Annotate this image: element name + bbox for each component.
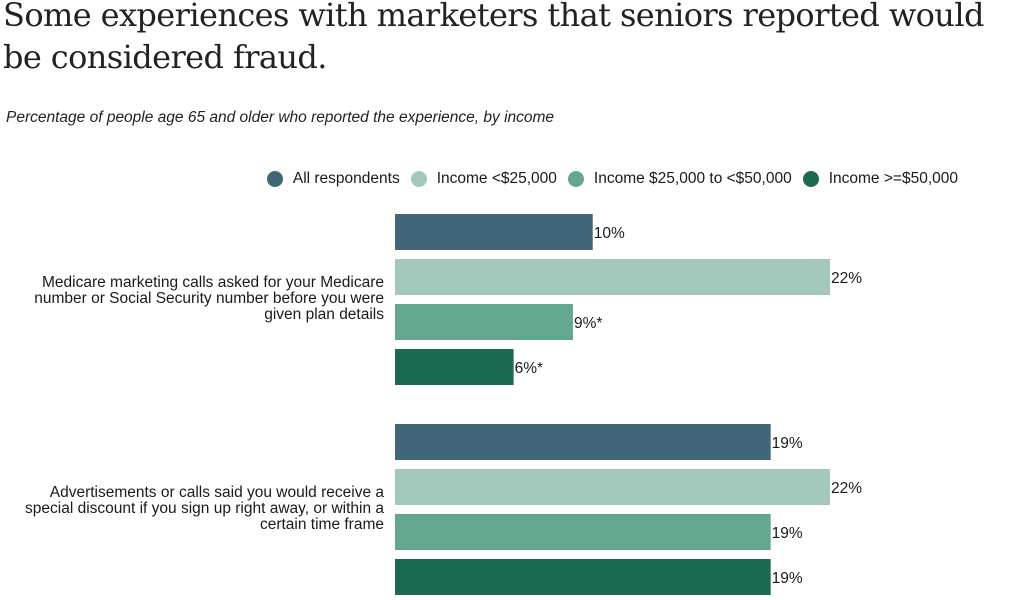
bar-medicare-calls-income-50k-plus (395, 349, 514, 385)
legend-item-income-under-25k: Income <$25,000 (410, 170, 557, 188)
category-label-medicare-calls: Medicare marketing calls asked for your … (34, 274, 384, 323)
legend-item-income-25k-50k: Income $25,000 to <$50,000 (567, 170, 792, 188)
data-label-medicare-calls-all-respondents: 10% (594, 225, 625, 242)
legend-label-income-under-25k: Income <$25,000 (436, 170, 557, 187)
bar-medicare-calls-income-25k-50k (395, 304, 573, 340)
legend-item-income-50k-plus: Income >=$50,000 (802, 170, 958, 188)
legend-swatch-income-50k-plus (802, 171, 819, 187)
bar-discount-ads-income-under-25k (395, 469, 830, 505)
chart-legend: All respondents Income <$25,000 Income $… (266, 170, 958, 188)
data-label-medicare-calls-income-50k-plus: 6%* (515, 360, 543, 377)
data-label-discount-ads-income-25k-50k: 19% (772, 525, 803, 542)
category-label-discount-ads: Advertisements or calls said you would r… (25, 484, 384, 533)
legend-swatch-income-under-25k (410, 171, 427, 187)
data-label-medicare-calls-income-25k-50k: 9%* (574, 315, 602, 332)
bar-medicare-calls-income-under-25k (395, 259, 830, 295)
data-label-medicare-calls-income-under-25k: 22% (831, 270, 862, 287)
legend-item-all-respondents: All respondents (266, 170, 400, 188)
data-label-discount-ads-income-under-25k: 22% (831, 480, 862, 497)
data-label-discount-ads-all-respondents: 19% (772, 435, 803, 452)
legend-label-income-50k-plus: Income >=$50,000 (828, 170, 958, 187)
legend-label-income-25k-50k: Income $25,000 to <$50,000 (593, 170, 792, 187)
data-label-discount-ads-income-50k-plus: 19% (772, 570, 803, 587)
chart-title: Some experiences with marketers that sen… (3, 0, 984, 76)
legend-swatch-income-25k-50k (567, 171, 584, 187)
bar-medicare-calls-all-respondents (395, 214, 593, 250)
bar-discount-ads-all-respondents (395, 424, 771, 460)
chart-subtitle: Percentage of people age 65 and older wh… (6, 109, 555, 126)
legend-swatch-all-respondents (266, 171, 283, 187)
legend-label-all-respondents: All respondents (292, 170, 400, 187)
bar-discount-ads-income-50k-plus (395, 559, 771, 595)
bar-discount-ads-income-25k-50k (395, 514, 771, 550)
